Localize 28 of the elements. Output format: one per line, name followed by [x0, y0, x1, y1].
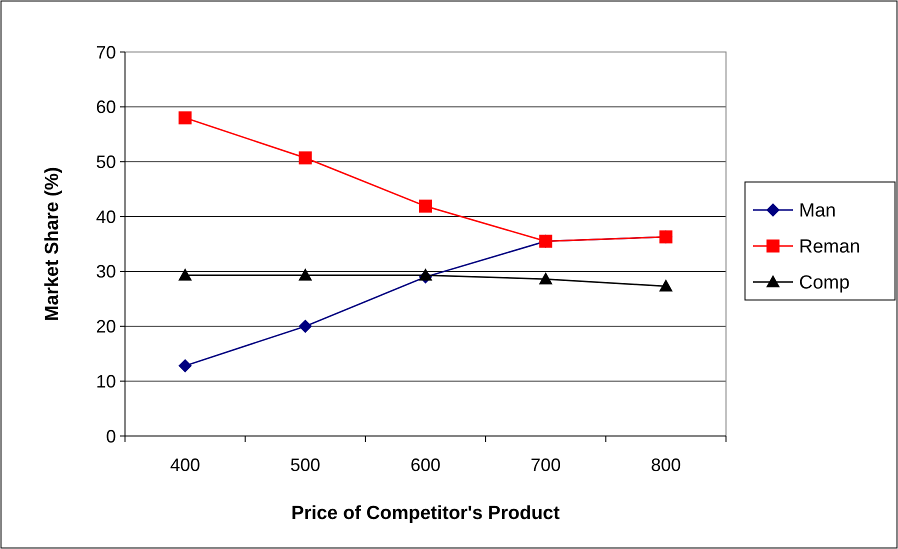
point: [178, 268, 192, 281]
y-tick-label: 40: [96, 206, 116, 227]
x-tick-label: 700: [530, 455, 561, 475]
y-tick-label: 60: [96, 97, 116, 118]
point: [178, 359, 192, 372]
y-axis-title: Market Share (%): [42, 166, 63, 322]
x-tick-label: 600: [410, 455, 441, 475]
point: [659, 280, 672, 292]
point: [298, 320, 312, 333]
legend-label: Reman: [799, 236, 860, 258]
x-tick-label: 500: [290, 455, 320, 475]
point: [178, 111, 192, 124]
y-tick-label: 20: [96, 316, 116, 337]
y-tick-label: 10: [96, 371, 116, 392]
legend-label: Man: [799, 200, 836, 222]
x-tick-label: 800: [650, 455, 681, 475]
x-axis-title: Price of Competitor's Product: [291, 503, 560, 524]
point: [298, 151, 312, 164]
legend-label: Comp: [799, 272, 850, 294]
y-tick-label: 50: [96, 152, 116, 172]
point: [419, 200, 432, 213]
y-tick-label: 0: [106, 426, 116, 446]
point: [298, 268, 312, 281]
point: [539, 272, 552, 284]
y-tick-label: 30: [96, 262, 116, 282]
x-tick-label: 400: [170, 455, 200, 475]
y-tick-label: 70: [96, 42, 116, 62]
point: [419, 268, 432, 281]
